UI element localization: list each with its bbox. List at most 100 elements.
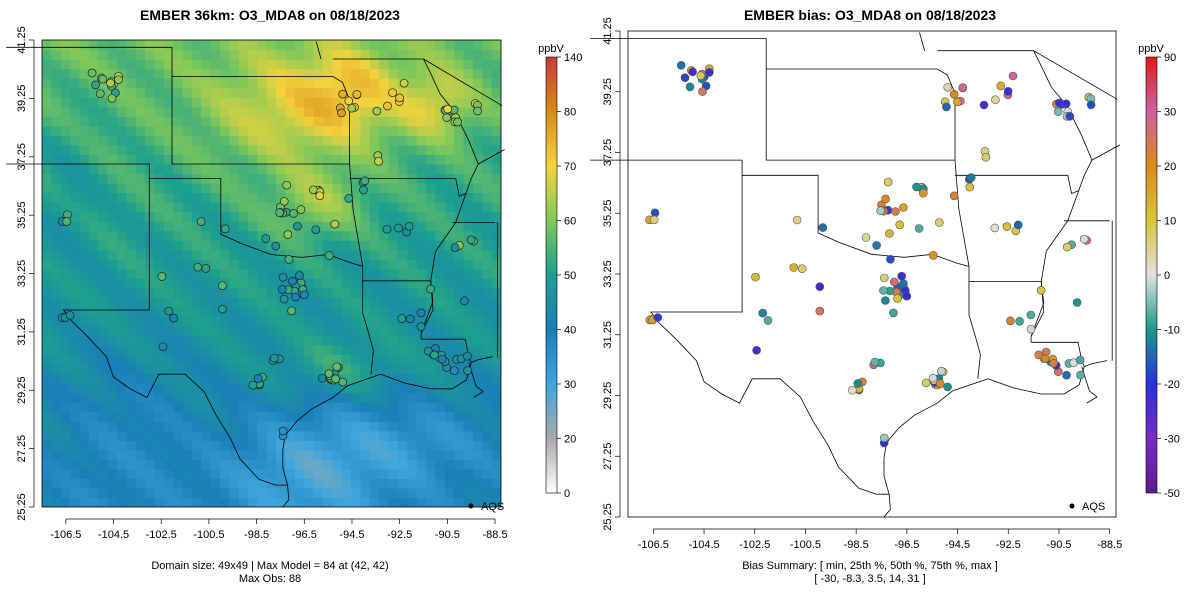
heatmap-cell [397, 278, 408, 289]
heatmap-cell [79, 182, 90, 194]
heatmap-cell [126, 325, 137, 337]
colorbar-left-tick-label: 30 [564, 379, 576, 391]
heatmap-cell [248, 392, 259, 403]
heatmap-cell [116, 259, 127, 270]
heatmap-cell [107, 249, 118, 260]
heatmap-cell [135, 125, 146, 136]
heatmap-cell [454, 344, 465, 356]
heatmap-cell [491, 202, 501, 213]
aqs-site-marker [169, 313, 178, 323]
heatmap-cell [482, 392, 493, 403]
heatmap-cell [60, 49, 71, 60]
heatmap-cell [313, 97, 324, 108]
heatmap-cell [229, 68, 240, 79]
heatmap-cell [360, 97, 371, 108]
heatmap-cell [379, 354, 390, 365]
heatmap-cell [191, 421, 202, 432]
heatmap-cell [332, 421, 343, 432]
heatmap-cell [472, 211, 483, 222]
heatmap-cell [426, 478, 437, 489]
heatmap-cell [126, 59, 137, 70]
bias-site-marker [698, 87, 707, 96]
heatmap-cell [229, 306, 240, 317]
heatmap-cell [482, 173, 493, 184]
aqs-site-marker [107, 93, 117, 103]
heatmap-cell [210, 392, 221, 403]
heatmap-cell [369, 440, 380, 451]
heatmap-cell [182, 221, 193, 232]
heatmap-cell [126, 192, 137, 203]
heatmap-cell [238, 106, 249, 117]
heatmap-cell [444, 459, 455, 470]
heatmap-cell [285, 440, 296, 451]
heatmap-cell [369, 192, 380, 203]
heatmap-cell [135, 87, 146, 98]
heatmap-cell [191, 364, 202, 375]
heatmap-cell [154, 402, 165, 413]
heatmap-cell [369, 59, 380, 70]
bias-site-marker [1036, 285, 1046, 295]
heatmap-cell [463, 373, 474, 384]
heatmap-cell [407, 154, 418, 165]
heatmap-cell [126, 278, 137, 289]
heatmap-cell [304, 373, 315, 384]
heatmap-cell [444, 49, 455, 60]
heatmap-cell [454, 40, 465, 51]
heatmap-cell [332, 59, 343, 70]
heatmap-cell [472, 87, 483, 98]
heatmap-cell [341, 373, 352, 384]
left-y-tick-label: 27.25 [16, 435, 28, 463]
heatmap-cell [126, 497, 137, 507]
heatmap-cell [397, 211, 408, 222]
heatmap-cell [201, 144, 212, 155]
heatmap-cell [285, 87, 296, 98]
heatmap-cell [163, 468, 174, 480]
heatmap-cell [60, 306, 71, 317]
bias-site-marker [914, 224, 924, 233]
heatmap-cell [51, 68, 62, 79]
heatmap-cell [360, 344, 371, 356]
heatmap-cell [163, 297, 174, 308]
heatmap-cell [191, 373, 202, 384]
heatmap-cell [248, 459, 259, 470]
heatmap-cell [444, 316, 455, 327]
heatmap-cell [88, 335, 99, 346]
heatmap-cell [79, 59, 90, 70]
heatmap-cell [145, 68, 156, 79]
heatmap-cell [229, 163, 240, 175]
heatmap-cell [379, 421, 390, 432]
heatmap-cell [313, 173, 324, 184]
heatmap-cell [444, 478, 455, 489]
heatmap-cell [191, 478, 202, 489]
heatmap-cell [435, 402, 446, 413]
heatmap-cell [276, 364, 287, 375]
left-boundary-line [468, 362, 484, 398]
heatmap-cell [332, 97, 343, 108]
heatmap-cell [379, 125, 390, 136]
aqs-site-marker [462, 351, 472, 361]
heatmap-cell [360, 192, 371, 203]
heatmap-cell [360, 240, 371, 251]
heatmap-cell [388, 259, 399, 270]
heatmap-cell [294, 240, 305, 251]
heatmap-cell [173, 364, 184, 375]
heatmap-cell [426, 221, 437, 232]
heatmap-cell [173, 278, 184, 289]
heatmap-cell [98, 440, 109, 451]
heatmap-cell [219, 78, 230, 89]
heatmap-cell [116, 297, 127, 308]
heatmap-cell [257, 392, 268, 403]
heatmap-cell [116, 487, 127, 499]
heatmap-cell [98, 335, 109, 346]
heatmap-cell [482, 125, 493, 136]
heatmap-cell [463, 40, 474, 51]
heatmap-cell [229, 316, 240, 327]
heatmap-cell [454, 364, 465, 375]
heatmap-cell [294, 59, 305, 70]
heatmap-cell [201, 249, 212, 260]
heatmap-cell [444, 259, 455, 270]
heatmap-cell [294, 449, 305, 460]
heatmap-cell [379, 325, 390, 337]
heatmap-cell [388, 192, 399, 203]
